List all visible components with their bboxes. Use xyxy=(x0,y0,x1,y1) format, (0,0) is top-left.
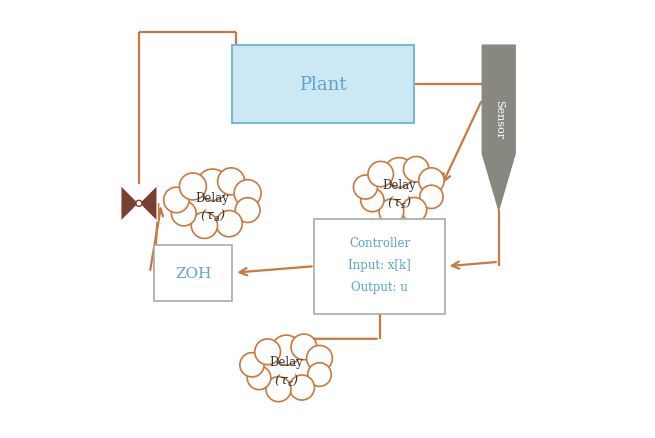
Circle shape xyxy=(291,334,317,360)
Circle shape xyxy=(240,353,264,377)
Circle shape xyxy=(419,169,444,194)
Text: Controller
Input: x[k]
Output: u: Controller Input: x[k] Output: u xyxy=(348,236,411,293)
Text: ZOH: ZOH xyxy=(175,266,212,280)
Circle shape xyxy=(136,201,142,207)
Circle shape xyxy=(368,162,394,187)
Text: ($\tau_s$): ($\tau_s$) xyxy=(386,194,411,210)
Circle shape xyxy=(420,186,443,209)
Ellipse shape xyxy=(176,180,250,231)
Circle shape xyxy=(216,211,242,237)
Circle shape xyxy=(290,375,314,400)
Polygon shape xyxy=(139,186,157,222)
Circle shape xyxy=(179,173,206,201)
Polygon shape xyxy=(482,46,515,210)
Circle shape xyxy=(403,157,429,183)
Circle shape xyxy=(217,169,245,195)
Circle shape xyxy=(384,158,414,188)
FancyBboxPatch shape xyxy=(154,245,232,301)
Circle shape xyxy=(361,189,384,212)
FancyBboxPatch shape xyxy=(232,46,414,124)
Circle shape xyxy=(164,188,189,213)
Circle shape xyxy=(354,176,377,200)
Circle shape xyxy=(247,366,271,390)
Text: ($\tau_c$): ($\tau_c$) xyxy=(274,372,299,387)
Text: Sensor: Sensor xyxy=(494,100,504,139)
Circle shape xyxy=(172,201,196,226)
Circle shape xyxy=(379,200,403,224)
Circle shape xyxy=(234,180,261,207)
Circle shape xyxy=(266,377,291,402)
Ellipse shape xyxy=(252,346,322,394)
Text: Delay: Delay xyxy=(382,178,416,191)
Polygon shape xyxy=(121,186,139,222)
Text: Plant: Plant xyxy=(299,76,347,94)
Text: Delay: Delay xyxy=(269,356,303,369)
Circle shape xyxy=(191,213,217,239)
Circle shape xyxy=(197,170,229,201)
Text: ($\tau_a$): ($\tau_a$) xyxy=(200,208,225,223)
Circle shape xyxy=(271,336,301,365)
Circle shape xyxy=(307,346,332,371)
Text: Delay: Delay xyxy=(196,191,229,204)
FancyBboxPatch shape xyxy=(314,219,445,314)
Circle shape xyxy=(308,363,331,386)
Circle shape xyxy=(235,198,260,223)
Ellipse shape xyxy=(365,168,434,217)
Circle shape xyxy=(402,198,426,223)
Circle shape xyxy=(255,339,280,365)
